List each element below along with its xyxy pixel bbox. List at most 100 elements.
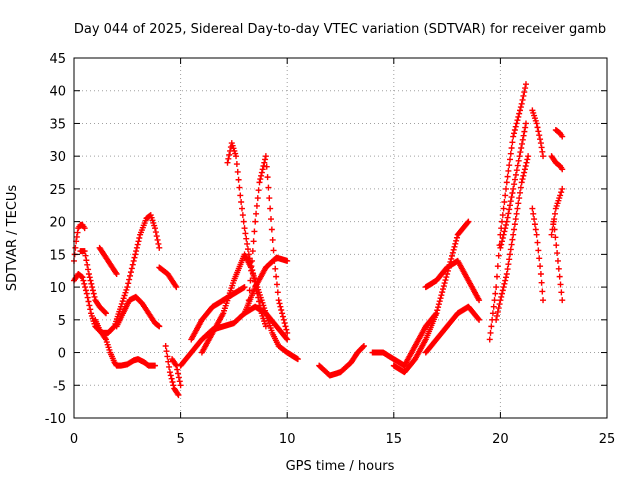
data-point	[513, 167, 520, 174]
data-point	[164, 353, 171, 360]
data-point	[90, 290, 97, 297]
data-point	[81, 280, 88, 287]
data-point	[133, 248, 140, 255]
data-point	[153, 233, 160, 240]
data-point	[84, 294, 91, 301]
data-point	[256, 302, 263, 309]
data-point	[123, 286, 130, 293]
data-point	[551, 226, 558, 233]
data-point	[294, 356, 301, 363]
data-point	[497, 297, 504, 304]
data-point	[166, 363, 173, 370]
data-point	[176, 378, 183, 385]
data-point	[476, 297, 483, 304]
data-point	[281, 320, 288, 327]
data-point	[224, 159, 231, 166]
data-point	[509, 139, 516, 146]
data-point	[494, 308, 501, 315]
data-point	[536, 255, 543, 262]
y-tick-label: -10	[45, 412, 66, 427]
x-axis-label: GPS time / hours	[286, 459, 395, 474]
x-tick-label: 15	[386, 432, 403, 447]
data-point	[132, 251, 139, 258]
data-point	[435, 304, 442, 311]
data-point	[514, 117, 521, 124]
data-point	[508, 145, 515, 151]
data-point	[508, 194, 515, 201]
data-point	[449, 252, 456, 259]
data-point	[265, 184, 272, 191]
data-point	[559, 185, 566, 192]
data-point	[448, 255, 455, 262]
data-point	[102, 310, 109, 317]
data-point	[275, 297, 282, 304]
data-point	[85, 271, 92, 277]
data-point	[537, 271, 544, 277]
data-point	[453, 237, 460, 244]
series-track-6	[113, 293, 163, 330]
data-point	[175, 392, 182, 399]
data-point	[256, 179, 263, 186]
data-point	[276, 300, 283, 307]
data-point	[502, 221, 509, 228]
data-point	[252, 218, 259, 225]
data-point	[163, 348, 170, 355]
data-point	[110, 324, 117, 331]
data-point	[236, 184, 243, 191]
series-track-15	[241, 254, 291, 317]
data-point	[135, 238, 142, 245]
data-point	[556, 273, 563, 280]
data-point	[510, 133, 517, 140]
data-point	[269, 236, 276, 243]
data-point	[505, 261, 512, 268]
data-point	[134, 241, 141, 248]
data-point	[517, 104, 524, 111]
data-point	[283, 335, 290, 342]
x-tick-label: 10	[279, 432, 296, 447]
data-point	[533, 120, 540, 127]
data-point	[498, 238, 505, 245]
data-point	[152, 229, 159, 236]
data-point	[86, 274, 93, 281]
series-track-25	[529, 205, 547, 304]
data-point	[499, 235, 506, 241]
data-point	[250, 238, 257, 245]
data-point	[502, 225, 509, 232]
data-point	[522, 163, 529, 169]
data-point	[551, 210, 558, 217]
data-point	[246, 287, 253, 294]
data-point	[502, 192, 509, 199]
data-point	[512, 176, 519, 183]
data-point	[500, 284, 507, 291]
data-point	[152, 362, 159, 369]
data-point	[239, 212, 246, 219]
data-point	[531, 216, 538, 223]
data-point	[258, 169, 265, 176]
data-point	[537, 263, 544, 270]
data-point	[282, 323, 289, 330]
data-point	[498, 290, 505, 297]
y-tick-label: 40	[49, 85, 66, 100]
data-point	[535, 247, 542, 254]
data-point	[453, 234, 460, 241]
data-point	[489, 310, 496, 317]
data-point	[518, 145, 525, 151]
data-point	[439, 289, 446, 296]
data-point	[557, 281, 564, 288]
data-point	[511, 130, 518, 137]
data-point	[241, 225, 248, 232]
data-point	[506, 156, 513, 163]
data-point	[87, 306, 94, 313]
data-point	[128, 265, 135, 272]
data-point	[156, 323, 163, 330]
data-point	[118, 300, 125, 307]
data-point	[435, 301, 442, 308]
data-point	[166, 369, 173, 376]
data-point	[434, 307, 441, 314]
data-point	[511, 127, 518, 133]
x-tick-label: 20	[492, 432, 509, 447]
data-point	[521, 128, 528, 135]
data-point	[235, 176, 242, 183]
series-track-4	[92, 316, 159, 369]
